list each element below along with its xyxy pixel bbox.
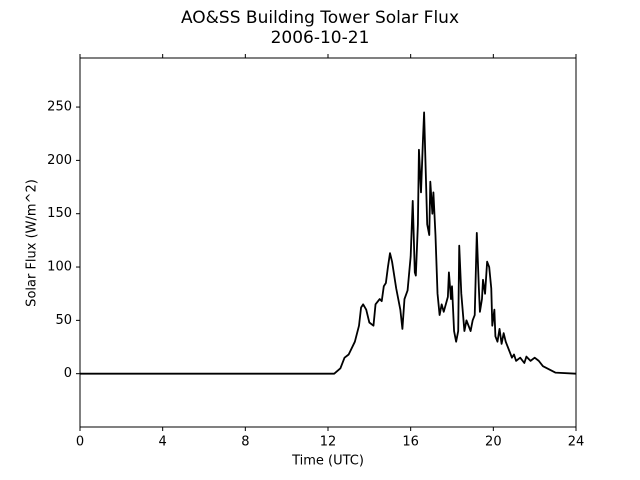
- y-tick-label: 250: [47, 100, 72, 115]
- x-tick-label: 12: [320, 435, 337, 450]
- y-axis-label: Solar Flux (W/m^2): [25, 179, 40, 307]
- x-tick-label: 24: [568, 435, 585, 450]
- x-axis-label: Time (UTC): [291, 454, 364, 469]
- x-tick-label: 16: [402, 435, 419, 450]
- y-tick-label: 0: [64, 366, 72, 381]
- y-tick-label: 50: [55, 313, 72, 328]
- x-tick-label: 20: [485, 435, 502, 450]
- chart-title: AO&SS Building Tower Solar Flux: [181, 8, 459, 28]
- x-tick-label: 0: [76, 435, 84, 450]
- data-line: [80, 111, 577, 375]
- y-tick-label: 200: [47, 153, 72, 168]
- y-tick-label: 150: [47, 206, 72, 221]
- x-tick-label: 4: [159, 435, 167, 450]
- x-tick-label: 8: [241, 435, 249, 450]
- chart-subtitle: 2006-10-21: [271, 28, 370, 48]
- y-tick-label: 100: [47, 260, 72, 275]
- plot-frame: [79, 57, 577, 428]
